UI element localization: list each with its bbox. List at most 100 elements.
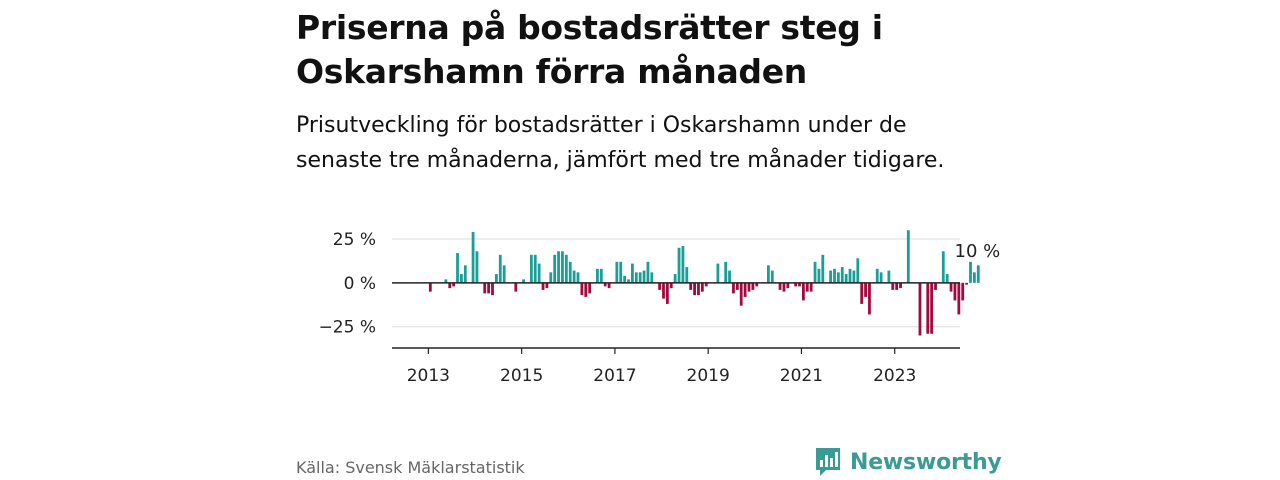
bar [704, 282, 708, 287]
bar [809, 282, 813, 292]
bar [646, 261, 650, 283]
bar [673, 274, 677, 283]
bar [949, 282, 953, 292]
bar [891, 282, 895, 290]
bar [899, 282, 902, 289]
bar [456, 253, 459, 283]
bar [716, 263, 720, 283]
bar [549, 272, 553, 283]
bar [941, 251, 945, 283]
bar [782, 282, 786, 292]
bar [514, 282, 518, 292]
x-tick-label: 2023 [873, 366, 916, 386]
bar [724, 261, 728, 283]
axes [392, 282, 960, 354]
bar [491, 282, 494, 296]
bar [584, 282, 588, 297]
bar [969, 261, 972, 283]
bar [444, 279, 448, 283]
bar [821, 254, 825, 283]
bar [685, 267, 689, 283]
bar [906, 230, 910, 283]
bar [934, 282, 937, 290]
bar [623, 275, 627, 283]
bar [926, 282, 930, 334]
chart-title: Priserna på bostadsrätter steg i Oskarsh… [296, 8, 883, 91]
bar [860, 282, 864, 304]
bar [448, 282, 452, 289]
bar [957, 282, 961, 315]
bar [568, 261, 572, 283]
bar [529, 254, 533, 283]
bar [817, 268, 821, 283]
bar [553, 254, 557, 283]
x-tick-label: 2013 [407, 366, 450, 386]
bar [665, 282, 669, 304]
bar [887, 270, 891, 283]
source-note: Källa: Svensk Mäklarstatistik [296, 458, 525, 477]
bar [798, 282, 801, 287]
y-tick-label: −25 % [319, 318, 376, 338]
bar [428, 282, 432, 292]
bar [619, 261, 623, 283]
bar [596, 268, 599, 283]
bar [953, 282, 957, 301]
bar [498, 254, 502, 283]
bar [844, 274, 848, 283]
bar [747, 282, 751, 292]
x-tick-label: 2019 [687, 366, 730, 386]
bar [522, 279, 525, 283]
bar [658, 282, 661, 290]
bar [452, 282, 456, 287]
bar [833, 268, 836, 283]
bar [588, 282, 592, 294]
bar [732, 282, 735, 294]
bar [961, 282, 965, 301]
bar [463, 265, 467, 283]
bar [755, 282, 759, 287]
x-tick-label: 2017 [593, 366, 636, 386]
bar [945, 274, 949, 283]
bar [930, 282, 934, 334]
bar [976, 265, 980, 283]
x-tick-label: 2015 [500, 366, 543, 386]
bar [794, 282, 798, 287]
bar [693, 282, 696, 296]
bar [689, 282, 693, 290]
bar [681, 246, 685, 283]
bar [561, 251, 564, 283]
bar [572, 270, 576, 283]
bar [580, 282, 584, 296]
bar [638, 272, 642, 283]
bar [631, 263, 634, 283]
bar [856, 258, 860, 283]
bar [677, 247, 681, 283]
bar [868, 282, 871, 315]
bars [428, 230, 980, 336]
bar [697, 282, 700, 296]
bar [615, 261, 619, 283]
bar [836, 272, 840, 283]
bar [642, 270, 646, 283]
bar [848, 268, 852, 283]
bar [650, 272, 654, 283]
bar [770, 270, 774, 283]
bar [778, 282, 782, 290]
bar [739, 282, 743, 306]
bar [627, 279, 630, 283]
bar [786, 282, 790, 289]
bar [533, 254, 537, 283]
bar [599, 268, 603, 283]
bar [471, 232, 475, 283]
bar [879, 272, 883, 283]
bar [545, 282, 549, 289]
y-tick-label: 25 % [333, 230, 376, 250]
brand-logo: Newsworthy [814, 446, 1002, 478]
bar [751, 282, 755, 290]
bar [767, 265, 770, 283]
bar [895, 282, 899, 290]
latest-value-annotation: 10 % [955, 241, 1001, 262]
bar [801, 282, 805, 301]
bar [483, 282, 487, 294]
bar [965, 282, 969, 285]
